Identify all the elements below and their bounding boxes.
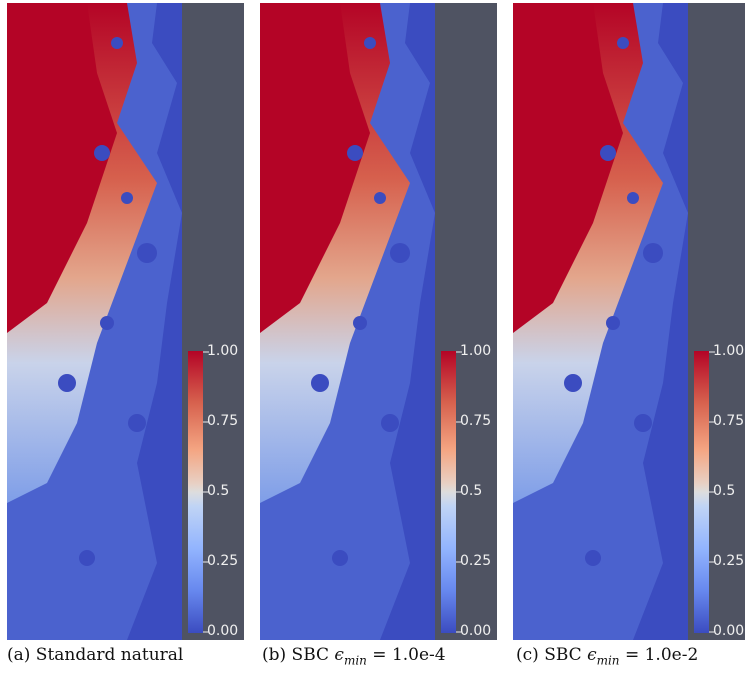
- caption-text: (b) SBC: [262, 645, 335, 665]
- caption-value: = 1.0e-4: [366, 645, 446, 665]
- colorbar-c: [694, 351, 709, 633]
- colorbar-label: 0.25: [460, 553, 492, 569]
- caption-text: (a) Standard natural: [7, 645, 184, 665]
- colorbar-b: [441, 351, 456, 633]
- colorbar-ticks-b: [456, 351, 462, 633]
- colorbar-label: 1.00: [713, 343, 745, 359]
- colorbar-label: 1.00: [460, 343, 492, 359]
- colorbar-label: 0.5: [713, 483, 736, 499]
- simulation-field-a: 1.00 0.75 0.5 0.25 0.00: [7, 3, 244, 640]
- saturation-plot-a: [7, 3, 182, 640]
- colorbar-label: 0.75: [713, 413, 745, 429]
- colorbar-label: 0.00: [207, 623, 239, 639]
- caption-b: (b) SBC ϵmin = 1.0e-4: [262, 645, 446, 667]
- caption-subscript: min: [343, 653, 367, 668]
- colorbar-label: 0.00: [460, 623, 492, 639]
- colorbar-label: 0.5: [207, 483, 230, 499]
- caption-text: (c) SBC: [516, 645, 588, 665]
- colorbar-label: 0.25: [713, 553, 745, 569]
- caption-a: (a) Standard natural: [7, 645, 183, 665]
- colorbar-ticks-a: [203, 351, 209, 633]
- colorbar-label: 0.5: [460, 483, 483, 499]
- caption-symbol: ϵ: [587, 645, 597, 665]
- colorbar-ticks-c: [709, 351, 715, 633]
- caption-subscript: min: [596, 653, 620, 668]
- caption-value: = 1.0e-2: [619, 645, 699, 665]
- colorbar-label: 0.75: [207, 413, 239, 429]
- simulation-field-c: 1.00 0.75 0.5 0.25 0.00: [513, 3, 745, 640]
- caption-c: (c) SBC ϵmin = 1.0e-2: [516, 645, 698, 667]
- colorbar-label: 0.25: [207, 553, 239, 569]
- caption-symbol: ϵ: [334, 645, 344, 665]
- colorbar-a: [188, 351, 203, 633]
- colorbar-label: 0.75: [460, 413, 492, 429]
- saturation-plot-b: [260, 3, 435, 640]
- colorbar-label: 0.00: [713, 623, 745, 639]
- simulation-field-b: 1.00 0.75 0.5 0.25 0.00: [260, 3, 497, 640]
- saturation-plot-c: [513, 3, 688, 640]
- colorbar-label: 1.00: [207, 343, 239, 359]
